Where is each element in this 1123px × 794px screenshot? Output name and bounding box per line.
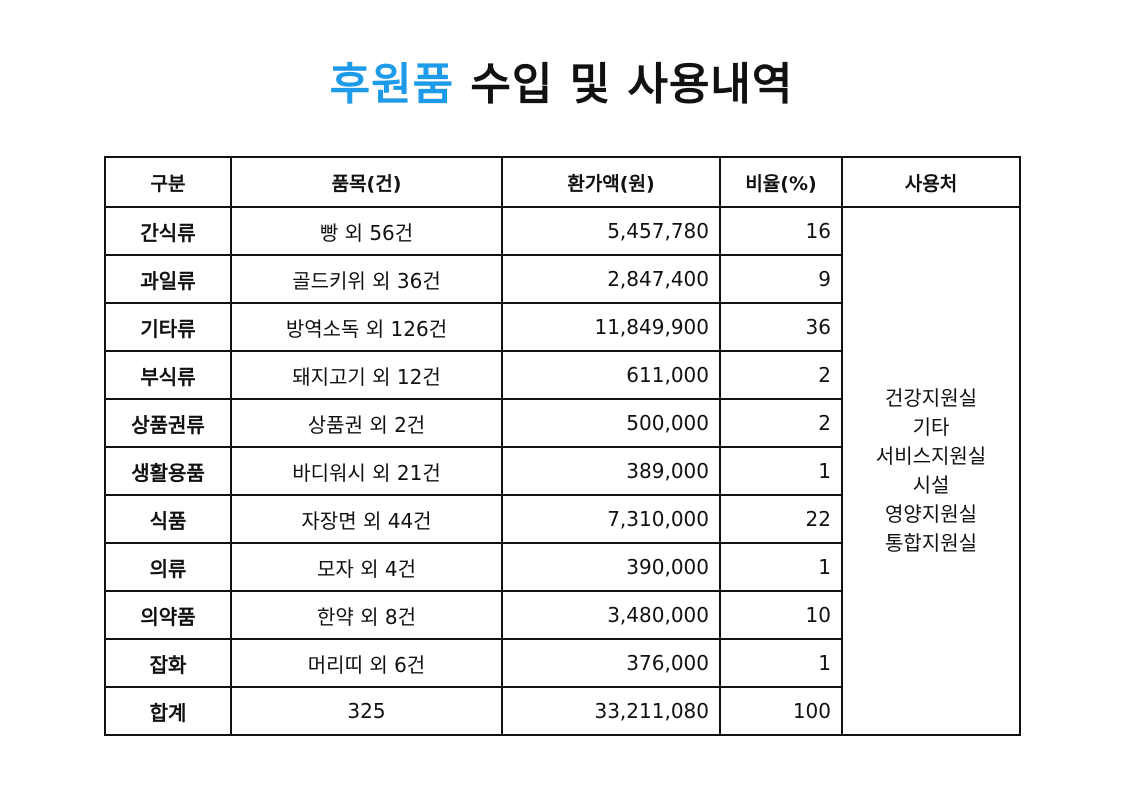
category-cell: 상품권류 xyxy=(104,398,232,448)
category-cell: 과일류 xyxy=(104,254,232,304)
total-amount-cell: 33,211,080 xyxy=(501,686,721,736)
header-ratio: 비율(%) xyxy=(719,156,843,208)
ratio-cell: 10 xyxy=(719,590,843,640)
table-row: 과일류 골드키위 외 36건 2,847,400 9 xyxy=(104,254,1020,304)
header-amount: 환가액(원) xyxy=(501,156,721,208)
amount-cell: 3,480,000 xyxy=(501,590,721,640)
donation-table: 구분 품목(건) 환가액(원) 비율(%) 사용처 간식류 빵 외 56건 5,… xyxy=(104,156,1021,736)
total-label-cell: 합계 xyxy=(104,686,232,736)
item-cell: 자장면 외 44건 xyxy=(230,494,503,544)
amount-cell: 376,000 xyxy=(501,638,721,688)
title-rest: 수입 및 사용내역 xyxy=(470,59,794,110)
item-cell: 돼지고기 외 12건 xyxy=(230,350,503,400)
table-row: 부식류 돼지고기 외 12건 611,000 2 xyxy=(104,350,1020,400)
item-cell: 방역소독 외 126건 xyxy=(230,302,503,352)
amount-cell: 500,000 xyxy=(501,398,721,448)
usage-item: 영양지원실 xyxy=(885,502,977,526)
usage-item: 건강지원실 xyxy=(885,386,977,410)
title-accent: 후원품 xyxy=(329,59,455,110)
amount-cell: 11,849,900 xyxy=(501,302,721,352)
item-cell: 한약 외 8건 xyxy=(230,590,503,640)
header-item: 품목(건) xyxy=(230,156,503,208)
table-row: 상품권류 상품권 외 2건 500,000 2 xyxy=(104,398,1020,448)
ratio-cell: 9 xyxy=(719,254,843,304)
total-row: 합계 325 33,211,080 100 xyxy=(104,686,1020,736)
item-cell: 상품권 외 2건 xyxy=(230,398,503,448)
category-cell: 생활용품 xyxy=(104,446,232,496)
table-header-row: 구분 품목(건) 환가액(원) 비율(%) 사용처 xyxy=(104,156,1021,208)
ratio-cell: 2 xyxy=(719,350,843,400)
amount-cell: 2,847,400 xyxy=(501,254,721,304)
table-row: 식품 자장면 외 44건 7,310,000 22 xyxy=(104,494,1020,544)
item-cell: 골드키위 외 36건 xyxy=(230,254,503,304)
usage-item: 기타 xyxy=(912,415,950,439)
amount-cell: 7,310,000 xyxy=(501,494,721,544)
header-category: 구분 xyxy=(104,156,232,208)
ratio-cell: 1 xyxy=(719,638,843,688)
amount-cell: 390,000 xyxy=(501,542,721,592)
category-cell: 잡화 xyxy=(104,638,232,688)
category-cell: 식품 xyxy=(104,494,232,544)
table-row: 잡화 머리띠 외 6건 376,000 1 xyxy=(104,638,1020,688)
usage-item: 통합지원실 xyxy=(885,531,977,555)
table-row: 의류 모자 외 4건 390,000 1 xyxy=(104,542,1020,592)
ratio-cell: 22 xyxy=(719,494,843,544)
item-cell: 모자 외 4건 xyxy=(230,542,503,592)
table-row: 생활용품 바디워시 외 21건 389,000 1 xyxy=(104,446,1020,496)
table-row: 의약품 한약 외 8건 3,480,000 10 xyxy=(104,590,1020,640)
item-cell: 바디워시 외 21건 xyxy=(230,446,503,496)
usage-item: 시설 xyxy=(912,473,950,497)
total-ratio-cell: 100 xyxy=(719,686,843,736)
ratio-cell: 2 xyxy=(719,398,843,448)
amount-cell: 389,000 xyxy=(501,446,721,496)
category-cell: 의류 xyxy=(104,542,232,592)
table-row: 간식류 빵 외 56건 5,457,780 16 건강지원실 기타 서비스지원실… xyxy=(104,206,1021,736)
category-cell: 기타류 xyxy=(104,302,232,352)
page-title: 후원품 수입 및 사용내역 xyxy=(0,48,1123,112)
item-cell: 머리띠 외 6건 xyxy=(230,638,503,688)
category-cell: 부식류 xyxy=(104,350,232,400)
amount-cell: 611,000 xyxy=(501,350,721,400)
ratio-cell: 16 xyxy=(719,206,843,256)
category-cell: 의약품 xyxy=(104,590,232,640)
table-row: 기타류 방역소독 외 126건 11,849,900 36 xyxy=(104,302,1020,352)
item-cell: 빵 외 56건 xyxy=(230,206,503,256)
usage-cell: 건강지원실 기타 서비스지원실 시설 영양지원실 통합지원실 xyxy=(841,206,1021,736)
ratio-cell: 36 xyxy=(719,302,843,352)
total-item-cell: 325 xyxy=(230,686,503,736)
amount-cell: 5,457,780 xyxy=(501,206,721,256)
usage-item: 서비스지원실 xyxy=(875,444,987,468)
ratio-cell: 1 xyxy=(719,542,843,592)
category-cell: 간식류 xyxy=(104,206,232,256)
header-usage: 사용처 xyxy=(841,156,1021,208)
ratio-cell: 1 xyxy=(719,446,843,496)
